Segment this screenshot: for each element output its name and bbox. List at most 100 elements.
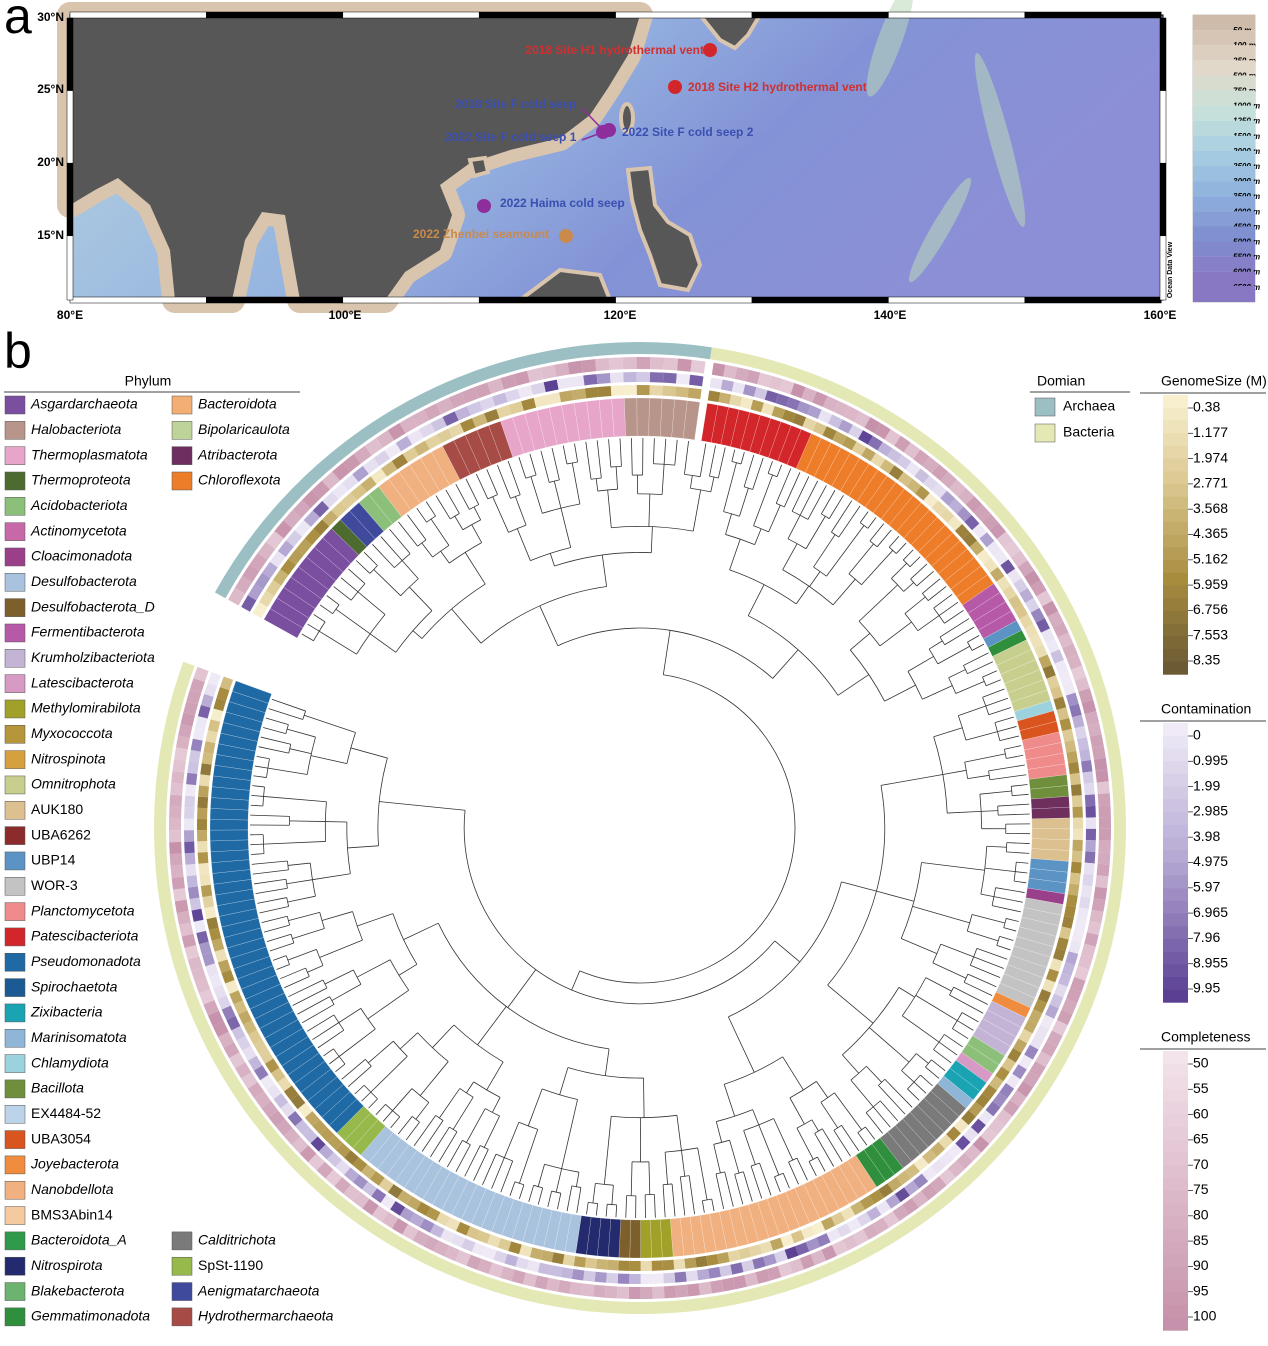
contamination-ring (407, 429, 424, 445)
contamination-ring (342, 474, 359, 491)
branch (999, 935, 1014, 941)
completeness-ring (1070, 665, 1087, 681)
branch-arc (814, 1128, 823, 1134)
genome-ring (1064, 739, 1077, 753)
branch (915, 995, 958, 1021)
branch (438, 1131, 458, 1163)
legend-swatch (4, 471, 26, 491)
branch-arc (346, 732, 356, 764)
legend-label: UBA6262 (31, 826, 91, 842)
contamination-ring (617, 1273, 630, 1284)
genome-ring (953, 1118, 969, 1134)
contamination-ring (344, 1167, 360, 1183)
branch (791, 476, 810, 512)
completeness-ring (275, 1119, 293, 1136)
contamination-ring (184, 830, 195, 842)
genome-ring (923, 492, 939, 508)
branch (922, 578, 941, 594)
contamination-ring (583, 1270, 596, 1282)
branch (473, 506, 482, 521)
legend-swatch (171, 1256, 193, 1276)
genome-ring (272, 569, 289, 586)
branch (937, 645, 970, 665)
completeness-ring (757, 372, 772, 388)
genome-ring (199, 873, 211, 886)
contamination-ring (204, 682, 218, 697)
branch (992, 905, 1021, 913)
completeness-ring (734, 367, 749, 382)
branch (507, 969, 537, 1008)
branch (560, 508, 572, 548)
genome-ring (497, 1238, 512, 1251)
genome-ring (546, 392, 562, 405)
phylum-band (1031, 807, 1070, 819)
contamination-ring (332, 482, 349, 500)
completeness-ring (399, 416, 418, 434)
branch (917, 615, 940, 632)
branch (782, 543, 798, 570)
branch (335, 1063, 346, 1072)
completeness-ring (1098, 805, 1111, 818)
depth-band (1193, 75, 1255, 91)
contamination-ring (461, 1238, 476, 1252)
genome-ring (976, 549, 992, 565)
genome-ring (610, 385, 625, 396)
branch (1003, 927, 1017, 932)
completeness-ring (332, 462, 351, 481)
contamination-ring (187, 886, 200, 900)
legend-label: Fermentibacterota (31, 624, 145, 640)
branch (866, 1065, 882, 1083)
genome-ring (199, 774, 211, 787)
genome-ring (1056, 937, 1069, 951)
branch (996, 945, 1011, 951)
contamination-ring (985, 1101, 1001, 1117)
branch (398, 963, 418, 976)
depth-band (1193, 60, 1255, 76)
legend-label: Patescibacteriota (31, 928, 139, 944)
genome-ring (738, 1247, 752, 1260)
genome-ring (350, 484, 367, 501)
border-tick (478, 296, 616, 304)
completeness-ring (1091, 898, 1106, 912)
completeness-ring (1036, 590, 1053, 607)
border-tick (478, 11, 616, 19)
scale-band (1163, 786, 1188, 800)
branch (439, 1088, 461, 1119)
genome-ring (1062, 728, 1075, 742)
branch (605, 1204, 608, 1217)
branch (379, 801, 466, 811)
scale-band (1163, 900, 1188, 914)
branch (340, 577, 359, 593)
branch (289, 820, 326, 822)
branch-arc (262, 834, 265, 854)
branch (909, 556, 921, 567)
completeness-ring (675, 1284, 689, 1298)
scale-band (1163, 824, 1188, 838)
branch (333, 586, 352, 601)
contamination-ring (623, 372, 637, 383)
scale-band (1163, 395, 1188, 408)
branch-arc (542, 1088, 578, 1100)
completeness-ring (1066, 987, 1082, 1004)
contamination-ring (1013, 578, 1028, 594)
completeness-ring (911, 1190, 929, 1208)
genome-ring (961, 1110, 977, 1126)
branch (676, 1115, 682, 1151)
site-label: 2018 Site H1 hydrothermal vent (525, 43, 704, 57)
genome-ring (210, 708, 224, 722)
branch-arc (900, 862, 922, 939)
contamination-ring (221, 1005, 236, 1021)
branch (451, 608, 482, 644)
genome-ring (213, 697, 227, 712)
completeness-ring (872, 1217, 890, 1234)
completeness-ring (557, 1279, 572, 1294)
legend-label: Archaea (1063, 398, 1115, 414)
branch (425, 501, 436, 517)
contamination-ring (1085, 828, 1096, 841)
scale-band (1163, 1076, 1188, 1090)
border-tick (888, 11, 1026, 19)
branch (304, 714, 356, 733)
branch (841, 1125, 860, 1152)
border-tick (66, 235, 74, 301)
branch-arc (551, 1190, 561, 1194)
